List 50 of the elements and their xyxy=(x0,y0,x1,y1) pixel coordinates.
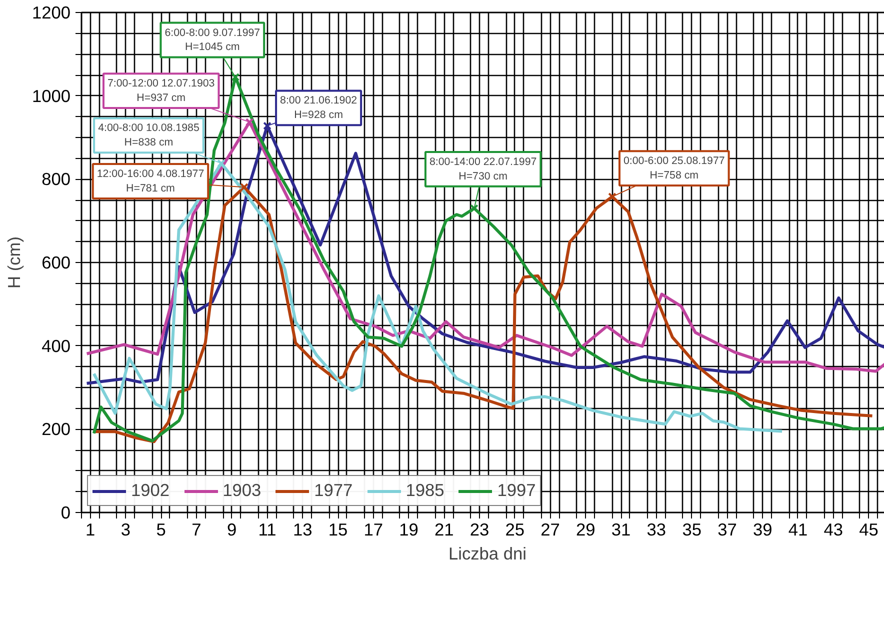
y-tick-label: 400 xyxy=(42,336,71,356)
legend-label: 1903 xyxy=(222,480,262,501)
annotation: 12:00-16:00 4.08.1977 H=781 cm xyxy=(96,168,204,194)
x-tick-label: 3 xyxy=(120,520,131,540)
y-tick-label: 800 xyxy=(42,169,71,190)
x-tick-label: 31 xyxy=(611,520,631,540)
point xyxy=(240,182,248,192)
legend-label: 1902 xyxy=(131,480,170,501)
legend-label: 1985 xyxy=(406,480,444,501)
x-tick-label: 19 xyxy=(399,520,418,540)
legend-label: 1997 xyxy=(497,480,536,501)
point xyxy=(263,122,272,130)
y-tick-label: 1000 xyxy=(32,86,71,106)
point xyxy=(470,204,478,213)
point xyxy=(608,192,616,201)
point xyxy=(231,72,240,82)
x-tick-label: 23 xyxy=(470,520,490,540)
x-tick-label: 7 xyxy=(192,520,202,540)
annotation: 7:00-12:00 12.07.1903 H=937 cm xyxy=(107,78,215,104)
y-tick-label: 0 xyxy=(60,502,71,522)
x-tick-label: 29 xyxy=(576,520,596,540)
x-tick-label: 43 xyxy=(824,520,843,540)
x-tick-label: 5 xyxy=(156,520,166,540)
x-tick-label: 35 xyxy=(682,520,702,540)
x-tick-label: 13 xyxy=(292,520,312,540)
y-tick-label: 200 xyxy=(42,419,71,440)
x-tick-label: 9 xyxy=(227,520,237,540)
y-axis-title: H (cm) xyxy=(4,236,24,288)
x-tick-label: 1 xyxy=(86,520,96,540)
x-tick-label: 39 xyxy=(752,520,772,540)
x-tick-label: 11 xyxy=(258,520,276,540)
x-tick-label: 21 xyxy=(434,520,454,540)
x-tick-label: 45 xyxy=(859,520,878,540)
annotation: 8:00-14:00 22.07.1997 H=730 cm xyxy=(429,156,537,182)
point xyxy=(245,118,254,126)
y-tick-label: 600 xyxy=(42,252,71,272)
y-tick-label: 1200 xyxy=(32,2,71,22)
x-tick-label: 17 xyxy=(364,520,384,540)
annotation: 4:00-8:00 10.08.1985 H=838 cm xyxy=(98,122,200,149)
annotation: 0:00-6:00 25.08.1977 H=758 cm xyxy=(623,155,725,182)
x-axis-title: Liczba dni xyxy=(448,544,527,564)
legend-label: 1977 xyxy=(314,480,353,501)
x-tick-label: 25 xyxy=(505,520,525,540)
x-tick-label: 41 xyxy=(788,520,808,540)
x-tick-label: 37 xyxy=(718,520,737,540)
x-tick-label: 15 xyxy=(328,520,348,540)
annotation: 8:00 21.06.1902 H=928 cm xyxy=(280,94,358,122)
x-tick-label: 33 xyxy=(646,520,666,540)
x-tick-label: 27 xyxy=(540,520,560,540)
annotation: 6:00-8:00 9.07.1997 H=1045 cm xyxy=(164,26,260,54)
